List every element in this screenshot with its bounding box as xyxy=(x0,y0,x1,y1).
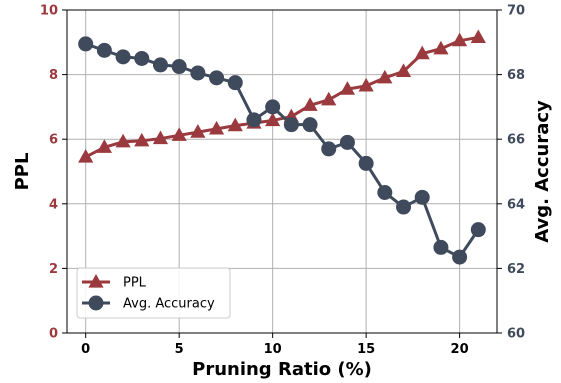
right-tick-label: 68 xyxy=(507,68,525,83)
data-point-ppl xyxy=(414,45,430,60)
right-tick-label: 70 xyxy=(507,4,525,19)
data-point-ppl xyxy=(433,40,449,55)
x-tick-label: 5 xyxy=(175,342,184,357)
right-tick-label: 64 xyxy=(507,197,525,212)
data-point-accuracy xyxy=(321,141,337,157)
legend-marker-ppl xyxy=(88,274,104,288)
left-tick-label: 2 xyxy=(49,262,58,277)
data-point-accuracy xyxy=(190,65,206,81)
data-point-accuracy xyxy=(246,112,262,128)
data-point-ppl xyxy=(227,117,243,132)
data-point-ppl xyxy=(115,133,131,148)
x-axis-ticks: 0 5 10 15 20 xyxy=(81,333,469,357)
data-point-accuracy xyxy=(152,57,168,73)
right-axis-ticks: 60 62 64 66 68 70 xyxy=(497,4,525,342)
right-axis-title: Avg. Accuracy xyxy=(532,100,553,243)
data-point-ppl xyxy=(339,81,356,95)
left-axis-title: PPL xyxy=(12,153,33,191)
data-point-ppl xyxy=(395,63,412,77)
data-point-ppl xyxy=(452,32,468,47)
data-point-accuracy xyxy=(396,199,412,215)
left-tick-label: 0 xyxy=(49,327,58,342)
data-point-accuracy xyxy=(414,189,430,205)
data-point-accuracy xyxy=(96,42,112,58)
legend: PPL Avg. Accuracy xyxy=(76,267,231,319)
data-point-ppl xyxy=(190,124,206,138)
legend-item-accuracy: Avg. Accuracy xyxy=(82,295,215,312)
data-point-ppl xyxy=(134,132,150,147)
right-tick-label: 66 xyxy=(507,133,525,148)
data-point-ppl xyxy=(358,77,374,92)
legend-marker-accuracy xyxy=(88,295,104,311)
left-tick-label: 6 xyxy=(49,133,58,148)
data-point-ppl xyxy=(265,112,281,127)
legend-label-accuracy: Avg. Accuracy xyxy=(123,297,215,312)
data-point-accuracy xyxy=(134,50,150,66)
plot-frame xyxy=(66,9,498,334)
data-point-accuracy xyxy=(339,134,355,150)
x-tick-label: 15 xyxy=(357,342,375,357)
data-point-accuracy xyxy=(358,155,374,171)
left-tick-label: 4 xyxy=(49,197,58,212)
data-point-ppl xyxy=(171,127,187,141)
data-point-accuracy xyxy=(171,59,187,75)
x-tick-label: 0 xyxy=(81,342,90,357)
data-point-accuracy xyxy=(78,36,94,52)
data-point-ppl xyxy=(470,29,486,44)
right-tick-label: 60 xyxy=(507,327,525,342)
left-tick-label: 10 xyxy=(40,4,58,19)
data-point-accuracy xyxy=(227,75,243,91)
legend-box xyxy=(76,267,231,319)
data-point-accuracy xyxy=(283,117,299,133)
data-point-ppl xyxy=(377,69,393,84)
data-point-accuracy xyxy=(377,184,393,200)
series-ppl xyxy=(78,29,486,163)
x-tick-label: 10 xyxy=(264,342,282,357)
right-tick-label: 62 xyxy=(507,262,525,277)
data-point-accuracy xyxy=(452,249,468,265)
data-point-ppl xyxy=(78,148,94,163)
data-point-ppl xyxy=(302,97,318,111)
data-point-ppl xyxy=(208,120,225,135)
data-point-accuracy xyxy=(115,49,131,65)
x-axis-title: Pruning Ratio (%) xyxy=(192,359,372,380)
series-accuracy xyxy=(78,36,486,265)
data-point-accuracy xyxy=(433,239,449,255)
series-layer xyxy=(78,29,486,265)
legend-label-ppl: PPL xyxy=(123,276,147,291)
legend-item-ppl: PPL xyxy=(82,274,147,291)
x-tick-label: 20 xyxy=(451,342,469,357)
data-point-ppl xyxy=(321,91,337,106)
series-line-accuracy xyxy=(85,42,480,259)
left-tick-label: 8 xyxy=(49,68,58,83)
data-point-accuracy xyxy=(265,99,281,115)
data-point-ppl xyxy=(96,139,112,153)
data-point-accuracy xyxy=(209,70,225,86)
data-point-ppl xyxy=(152,130,169,145)
data-point-accuracy xyxy=(470,222,486,238)
left-axis-ticks: 0 2 4 6 8 10 xyxy=(40,4,67,342)
series-line-ppl xyxy=(85,35,479,159)
data-point-accuracy xyxy=(302,117,318,133)
